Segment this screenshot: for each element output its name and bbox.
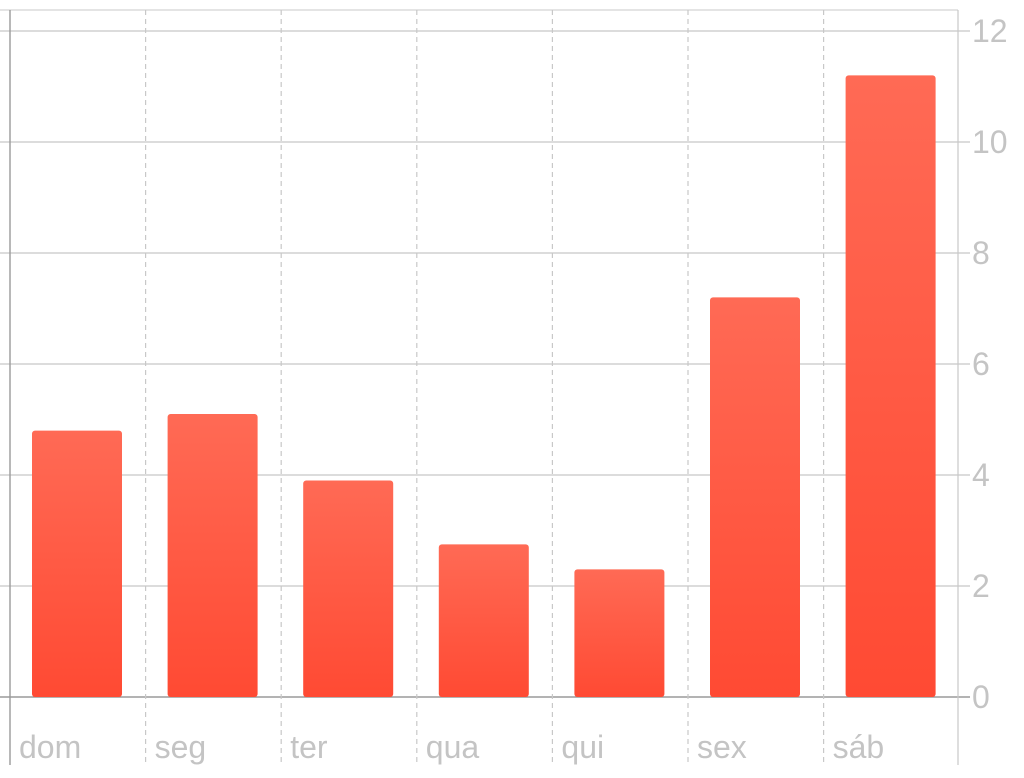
x-tick-label: qua bbox=[426, 729, 480, 765]
axes bbox=[9, 10, 959, 765]
bar-qua bbox=[438, 544, 529, 697]
bar-qui bbox=[574, 569, 665, 697]
x-tick-label: sáb bbox=[833, 729, 885, 765]
bar-ter bbox=[303, 480, 394, 697]
x-tick-label: ter bbox=[290, 729, 328, 765]
x-tick-label: seg bbox=[155, 729, 207, 765]
y-tick-label: 12 bbox=[972, 13, 1008, 49]
bar-seg bbox=[167, 413, 258, 697]
x-tick-label: dom bbox=[19, 729, 81, 765]
bar-sáb bbox=[845, 75, 936, 697]
bars bbox=[32, 75, 936, 697]
y-tick-label: 0 bbox=[972, 679, 990, 715]
x-tick-label: sex bbox=[697, 729, 747, 765]
y-tick-label: 10 bbox=[972, 124, 1008, 160]
y-tick-label: 8 bbox=[972, 235, 990, 271]
y-tick-label: 2 bbox=[972, 568, 990, 604]
tick-labels: dom seg ter qua qui sex sáb 0 2 4 6 8 10 12 bbox=[19, 13, 1008, 765]
x-tick-label: qui bbox=[561, 729, 604, 765]
bar-sex bbox=[710, 297, 800, 697]
bar-dom bbox=[32, 430, 122, 697]
y-tick-label: 6 bbox=[972, 346, 990, 382]
y-tick-label: 4 bbox=[972, 457, 990, 493]
